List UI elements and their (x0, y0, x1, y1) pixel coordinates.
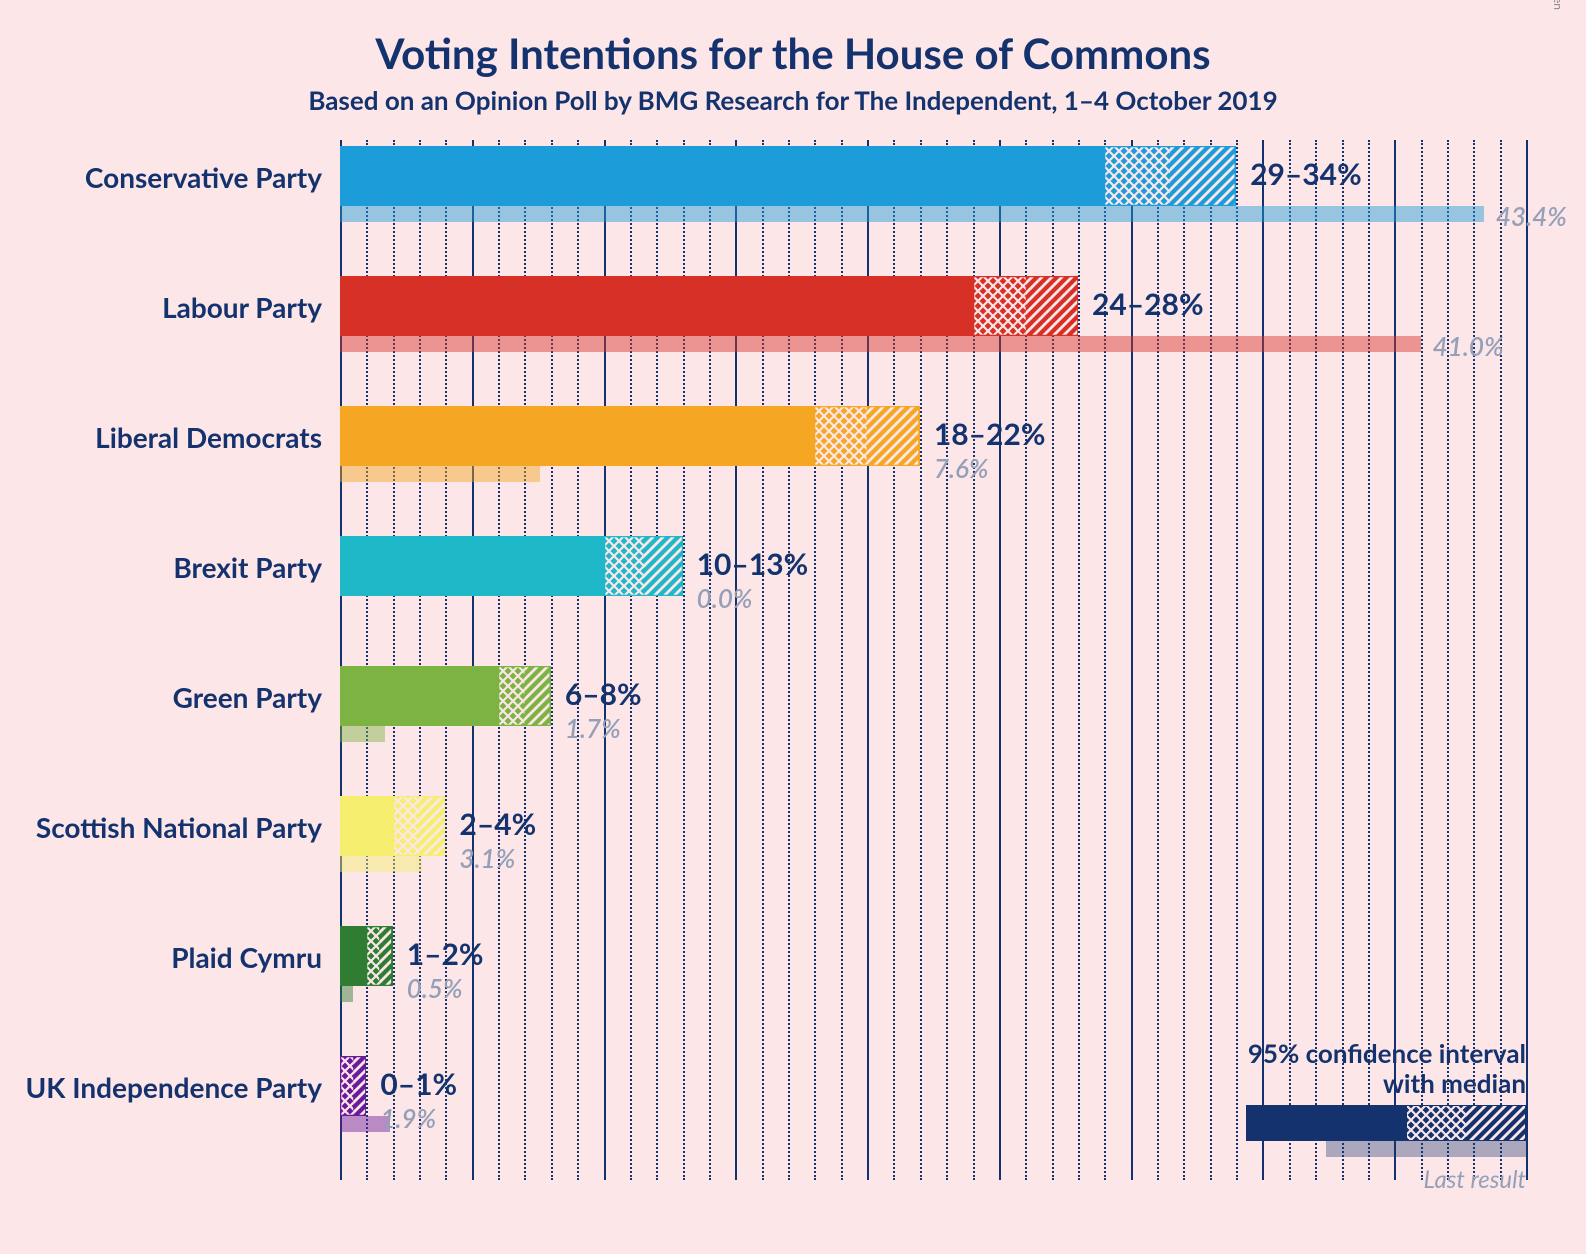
ci-pattern (366, 926, 392, 986)
party-row: Conservative Party29–34%43.4% (340, 140, 1526, 270)
party-row: Plaid Cymru1–2%0.5% (340, 920, 1526, 1050)
party-row: Labour Party24–28%41.0% (340, 270, 1526, 400)
ci-pattern (973, 276, 1078, 336)
bar-last-result (340, 986, 353, 1002)
party-label: Plaid Cymru (171, 940, 322, 974)
last-result-label: 0.5% (407, 972, 463, 1004)
bar-last-result (340, 206, 1484, 222)
chart-subtitle: Based on an Opinion Poll by BMG Research… (0, 78, 1586, 140)
ci-pattern (340, 1056, 366, 1116)
range-label: 1–2% (407, 936, 484, 972)
party-label: Conservative Party (85, 160, 322, 194)
chart-area: Conservative Party29–34%43.4%Labour Part… (340, 140, 1526, 1180)
party-label: Green Party (173, 680, 322, 714)
range-label: 6–8% (565, 676, 642, 712)
ci-pattern (498, 666, 551, 726)
range-label: 0–1% (380, 1066, 457, 1102)
bar-main (340, 146, 1236, 206)
legend: 95% confidence intervalwith median Last … (1166, 1039, 1526, 1194)
bar-last-result (340, 726, 385, 742)
legend-bars (1166, 1105, 1526, 1161)
ci-pattern (814, 406, 919, 466)
range-label: 2–4% (459, 806, 536, 842)
bar-last-result (340, 336, 1421, 352)
party-label: Labour Party (162, 290, 322, 324)
party-row: Scottish National Party2–4%3.1% (340, 790, 1526, 920)
last-result-label: 7.6% (934, 452, 989, 484)
range-label: 24–28% (1092, 286, 1204, 322)
bar-last-result (340, 856, 422, 872)
party-label: Scottish National Party (36, 810, 322, 844)
party-row: Brexit Party10–13%0.0% (340, 530, 1526, 660)
copyright-text: © 2019 Filip van Laenen (1551, 0, 1566, 10)
bar-main (340, 276, 1078, 336)
range-label: 29–34% (1250, 156, 1362, 192)
chart-title: Voting Intentions for the House of Commo… (0, 0, 1586, 78)
party-label: Brexit Party (173, 550, 322, 584)
party-row: Green Party6–8%1.7% (340, 660, 1526, 790)
party-label: Liberal Democrats (95, 420, 322, 454)
last-result-label: 43.4% (1496, 200, 1567, 232)
legend-last-text: Last result (1166, 1165, 1526, 1194)
ci-pattern (604, 536, 683, 596)
legend-ci-pattern (1406, 1105, 1526, 1141)
last-result-label: 3.1% (459, 842, 515, 874)
ci-pattern (1104, 146, 1236, 206)
last-result-label: 41.0% (1433, 330, 1504, 362)
legend-ci-text: 95% confidence intervalwith median (1166, 1039, 1526, 1099)
bar-last-result (340, 466, 540, 482)
party-row: Liberal Democrats18–22%7.6% (340, 400, 1526, 530)
range-label: 10–13% (697, 546, 809, 582)
last-result-label: 1.9% (380, 1102, 436, 1134)
party-label: UK Independence Party (25, 1070, 322, 1104)
range-label: 18–22% (934, 416, 1046, 452)
ci-pattern (393, 796, 446, 856)
last-result-label: 0.0% (697, 582, 753, 614)
last-result-label: 1.7% (565, 712, 621, 744)
legend-last-bar (1326, 1141, 1526, 1157)
